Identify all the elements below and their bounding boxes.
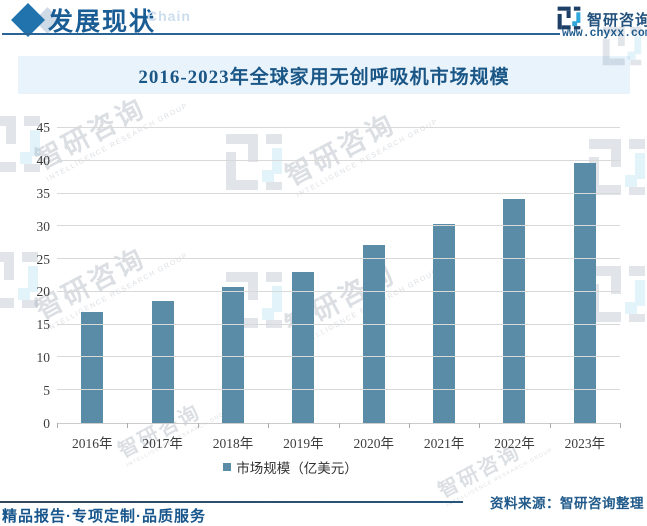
- section-title: 发展现状: [48, 8, 157, 36]
- x-tick-label-2016年: 2016年: [71, 436, 113, 451]
- bar-2023年: [573, 163, 596, 423]
- gridline-15: [57, 323, 620, 325]
- x-axis-tick: [620, 423, 621, 428]
- bar-2022年: [503, 199, 526, 423]
- y-tick-label-45: 45: [36, 120, 51, 135]
- y-tick-label-35: 35: [36, 185, 51, 201]
- x-tick-label-2017年: 2017年: [142, 436, 183, 451]
- bar-slot: [409, 128, 479, 423]
- y-tick-label-30: 30: [36, 218, 51, 234]
- gridline-25: [57, 258, 620, 260]
- legend-label: 市场规模（亿美元）: [236, 461, 358, 476]
- chart-title: 2016-2023年全球家用无创呼吸机市场规模: [138, 66, 510, 88]
- bars-row: [57, 128, 620, 423]
- x-axis-tick: [408, 423, 410, 428]
- x-axis-tick: [479, 423, 481, 428]
- y-tick-label-25: 25: [36, 251, 51, 267]
- brand-name: 智研咨询: [587, 12, 647, 29]
- bar-2018年: [221, 286, 244, 423]
- y-tick-label-0: 0: [43, 416, 50, 431]
- bar-slot: [57, 128, 127, 423]
- bar-slot: [339, 128, 409, 423]
- gridline-35: [57, 192, 620, 194]
- gridline-20: [57, 290, 620, 292]
- y-tick-label-15: 15: [36, 317, 51, 333]
- data-source-note: 资料来源：智研咨询整理: [490, 496, 644, 511]
- plot-area: [57, 127, 621, 428]
- gridline-30: [57, 225, 620, 227]
- gridline-5: [57, 389, 620, 391]
- legend-swatch: [223, 463, 232, 471]
- bar-slot: [479, 128, 549, 423]
- bar-slot: [198, 128, 268, 423]
- bar-2017年: [151, 301, 174, 423]
- y-tick-label-5: 5: [43, 383, 50, 399]
- x-axis-labels: 2016年 2017年 2018年 2019年 2020年 2021年 2022年 2023年: [57, 432, 620, 452]
- x-tick-label-2020年: 2020年: [353, 436, 394, 451]
- x-axis-tick: [268, 423, 270, 428]
- bar-slot: [550, 128, 620, 423]
- gridline-40: [57, 159, 620, 161]
- y-tick-label-20: 20: [36, 284, 51, 300]
- x-tick-label-2023年: 2023年: [564, 436, 606, 451]
- y-tick-label-40: 40: [36, 152, 51, 168]
- header-divider: [2, 33, 560, 35]
- y-tick-label-10: 10: [36, 350, 51, 366]
- x-tick-label-2018年: 2018年: [212, 436, 254, 451]
- x-axis-tick: [127, 423, 129, 428]
- x-tick-label-2022年: 2022年: [494, 436, 535, 451]
- x-tick-label-2019年: 2019年: [283, 436, 324, 451]
- gridline-10: [57, 356, 620, 358]
- bar-2019年: [292, 271, 315, 423]
- website-url: www.chyxx.com: [562, 27, 647, 40]
- x-axis-tick: [338, 423, 340, 428]
- chart-legend: 市场规模（亿美元）: [0, 457, 614, 477]
- diamond-front-icon: [11, 3, 45, 37]
- x-axis-tick: [197, 423, 199, 428]
- bar-slot: [268, 128, 338, 423]
- bar-slot: [127, 128, 197, 423]
- y-axis-labels: 0 5 10 15 20 25 30 35 40 45: [14, 120, 51, 431]
- bar-2020年: [362, 245, 385, 423]
- company-motto: 精品报告·专项定制·品质服务: [2, 508, 206, 525]
- x-axis-tick: [549, 423, 551, 428]
- chart-title-bar: 2016-2023年全球家用无创呼吸机市场规模: [18, 56, 630, 94]
- x-tick-label-2021年: 2021年: [423, 436, 465, 451]
- x-axis-tick: [57, 423, 58, 428]
- footer-divider: [0, 501, 463, 503]
- bar-2016年: [81, 311, 104, 423]
- gridline-45: [57, 127, 620, 128]
- ghost-watermark-text: Chain: [147, 8, 191, 24]
